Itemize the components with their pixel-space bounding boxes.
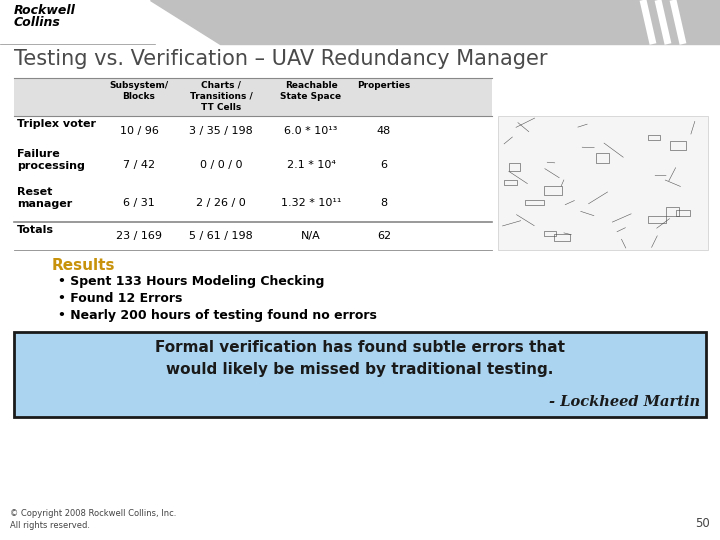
Bar (667, 207, 679, 216)
Bar (648, 216, 667, 223)
Text: N/A: N/A (301, 231, 321, 241)
Bar (14, 78, 492, 116)
Text: 6 / 31: 6 / 31 (123, 198, 155, 208)
Text: 50: 50 (696, 517, 710, 530)
Text: Collins: Collins (14, 16, 61, 29)
Text: • Found 12 Errors: • Found 12 Errors (58, 292, 182, 305)
Text: 7 / 42: 7 / 42 (123, 160, 155, 170)
Text: Charts /
Transitions /
TT Cells: Charts / Transitions / TT Cells (189, 81, 253, 111)
Text: Testing vs. Verification – UAV Redundancy Manager: Testing vs. Verification – UAV Redundanc… (14, 49, 547, 69)
Text: 2 / 26 / 0: 2 / 26 / 0 (196, 198, 246, 208)
Text: Formal verification has found subtle errors that
would likely be missed by tradi: Formal verification has found subtle err… (155, 340, 565, 377)
Text: Failure
processing: Failure processing (17, 149, 85, 171)
Text: 2.1 * 10⁴: 2.1 * 10⁴ (287, 160, 336, 170)
Bar (554, 234, 570, 241)
Text: Totals: Totals (17, 225, 54, 235)
Text: 6: 6 (380, 160, 387, 170)
Text: Subsystem/
Blocks: Subsystem/ Blocks (109, 81, 168, 101)
Text: 5 / 61 / 198: 5 / 61 / 198 (189, 231, 253, 241)
Bar (544, 231, 556, 236)
Text: 0 / 0 / 0: 0 / 0 / 0 (199, 160, 242, 170)
Text: 3 / 35 / 198: 3 / 35 / 198 (189, 126, 253, 136)
Text: 23 / 169: 23 / 169 (116, 231, 162, 241)
Bar (544, 186, 562, 195)
Text: Reset
manager: Reset manager (17, 187, 72, 208)
Bar (676, 210, 690, 215)
Text: 8: 8 (380, 198, 387, 208)
Polygon shape (150, 0, 720, 44)
Bar (596, 153, 608, 163)
Text: Reachable
State Space: Reachable State Space (280, 81, 341, 101)
Text: 1.32 * 10¹¹: 1.32 * 10¹¹ (281, 198, 341, 208)
Text: © Copyright 2008 Rockwell Collins, Inc.
All rights reserved.: © Copyright 2008 Rockwell Collins, Inc. … (10, 509, 176, 530)
Text: 10 / 96: 10 / 96 (120, 126, 158, 136)
Bar (0, 0, 720, 44)
Text: Triplex voter: Triplex voter (17, 119, 96, 129)
Bar (504, 180, 517, 185)
Text: Results: Results (52, 258, 115, 273)
Text: Rockwell: Rockwell (14, 4, 76, 17)
Text: 6.0 * 10¹³: 6.0 * 10¹³ (284, 126, 338, 136)
Text: Properties: Properties (357, 81, 410, 90)
Text: - Lockheed Martin: - Lockheed Martin (549, 395, 700, 409)
Bar (498, 116, 708, 250)
Bar (525, 200, 544, 206)
Bar (670, 141, 686, 151)
Text: • Nearly 200 hours of testing found no errors: • Nearly 200 hours of testing found no e… (58, 309, 377, 322)
FancyBboxPatch shape (14, 332, 706, 417)
Text: 48: 48 (377, 126, 391, 136)
Bar (508, 164, 521, 171)
Text: • Spent 133 Hours Modeling Checking: • Spent 133 Hours Modeling Checking (58, 275, 325, 288)
Text: 62: 62 (377, 231, 391, 241)
Bar (648, 136, 660, 140)
